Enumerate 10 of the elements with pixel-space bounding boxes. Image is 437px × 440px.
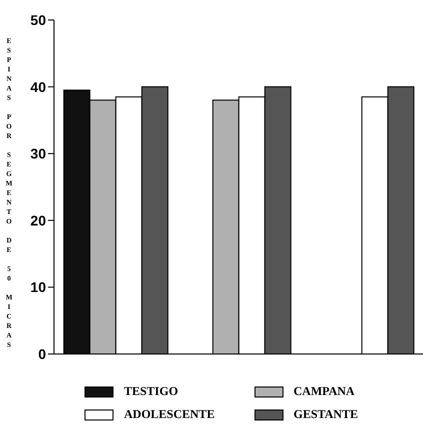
y-tick-label: 10	[30, 279, 46, 296]
legend-label: CAMPANA	[294, 384, 355, 399]
y-tick-label: 50	[30, 12, 46, 28]
y-tick-label: 20	[30, 212, 46, 228]
legend-label: ADOLESCENTE	[124, 407, 215, 422]
legend-label: GESTANTE	[294, 407, 358, 422]
legend-label: TESTIGO	[124, 384, 178, 399]
y-tick-label: 40	[30, 78, 46, 95]
y-tick-label: 0	[38, 346, 46, 362]
y-tick-label: 30	[30, 146, 46, 162]
